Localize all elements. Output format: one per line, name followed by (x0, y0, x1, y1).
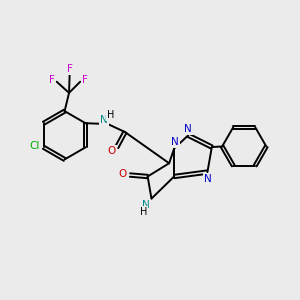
Text: O: O (118, 169, 127, 179)
Text: F: F (67, 64, 73, 74)
Text: H: H (107, 110, 115, 120)
Text: N: N (204, 174, 212, 184)
Text: N: N (184, 124, 192, 134)
Text: N: N (171, 137, 178, 147)
Text: O: O (107, 146, 116, 157)
Text: Cl: Cl (29, 141, 40, 151)
Text: F: F (49, 75, 55, 85)
Text: N: N (100, 115, 108, 125)
Text: N: N (142, 200, 150, 210)
Text: H: H (140, 207, 147, 217)
Text: F: F (82, 75, 88, 85)
